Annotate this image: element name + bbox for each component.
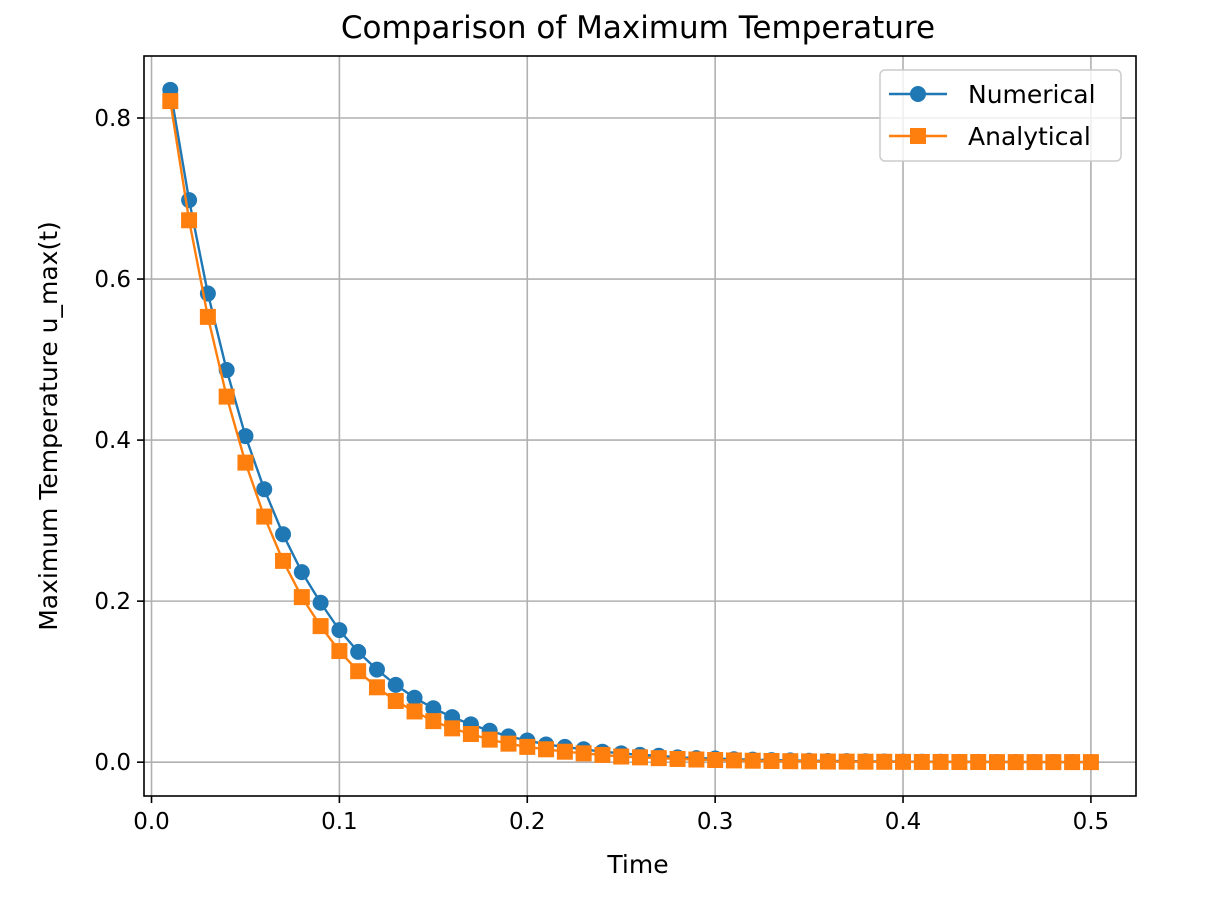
data-point-analytical xyxy=(970,754,987,771)
data-point-numerical xyxy=(181,192,198,209)
data-point-numerical xyxy=(387,676,404,693)
data-point-analytical xyxy=(256,508,273,525)
series-analytical xyxy=(162,93,1099,771)
data-point-numerical xyxy=(368,661,385,678)
chart-title: Comparison of Maximum Temperature xyxy=(341,10,935,46)
legend-entry-analytical: Analytical xyxy=(889,122,1091,151)
data-point-analytical xyxy=(895,753,912,770)
data-point-analytical xyxy=(1064,754,1081,771)
data-point-analytical xyxy=(556,743,573,760)
data-point-analytical xyxy=(481,731,498,748)
data-point-analytical xyxy=(744,752,761,769)
axis-ticks: 0.0 0.1 0.2 0.3 0.4 0.5 0.0 0.2 0.4 0.6 0.8 xyxy=(94,106,1109,835)
data-point-numerical xyxy=(237,428,254,445)
data-point-analytical xyxy=(444,720,461,737)
legend-marker xyxy=(910,86,926,102)
x-tick-label: 0.2 xyxy=(509,809,546,835)
data-point-analytical xyxy=(988,754,1005,771)
data-point-analytical xyxy=(162,93,179,110)
data-point-analytical xyxy=(519,738,536,755)
data-point-analytical xyxy=(801,753,818,770)
data-point-analytical xyxy=(1026,754,1043,771)
x-tick-label: 0.0 xyxy=(133,809,170,835)
y-axis-label: Maximum Temperature u_max(t) xyxy=(34,221,63,631)
legend-entry-numerical: Numerical xyxy=(889,80,1096,109)
data-point-analytical xyxy=(181,212,198,229)
data-point-analytical xyxy=(275,552,292,569)
data-point-analytical xyxy=(293,589,310,606)
data-point-analytical xyxy=(688,751,705,768)
x-axis-label: Time xyxy=(606,850,668,879)
data-point-analytical xyxy=(594,746,611,763)
data-point-analytical xyxy=(913,753,930,770)
legend-box xyxy=(879,69,1122,162)
data-point-analytical xyxy=(387,692,404,709)
data-point-analytical xyxy=(707,752,724,769)
x-tick-label: 0.3 xyxy=(697,809,734,835)
data-point-analytical xyxy=(876,753,893,770)
data-point-analytical xyxy=(1045,754,1062,771)
data-point-analytical xyxy=(218,388,235,405)
data-point-numerical xyxy=(256,481,273,498)
x-tick-label: 0.5 xyxy=(1073,809,1110,835)
data-point-analytical xyxy=(368,679,385,696)
data-point-analytical xyxy=(932,753,949,770)
y-tick-label: 0.8 xyxy=(94,106,131,132)
data-point-analytical xyxy=(1082,754,1099,771)
x-tick-label: 0.1 xyxy=(321,809,358,835)
legend-label: Numerical xyxy=(968,80,1096,109)
x-tick-label: 0.4 xyxy=(885,809,922,835)
data-point-numerical xyxy=(293,564,310,581)
data-point-numerical xyxy=(275,526,292,543)
data-point-analytical xyxy=(331,643,348,660)
data-point-analytical xyxy=(425,713,442,730)
data-point-analytical xyxy=(500,735,517,752)
y-tick-label: 0.4 xyxy=(94,428,131,454)
data-point-analytical xyxy=(819,753,836,770)
data-point-numerical xyxy=(312,594,329,611)
data-point-analytical xyxy=(350,663,367,680)
data-point-analytical xyxy=(575,745,592,762)
data-point-analytical xyxy=(632,749,648,766)
data-point-analytical xyxy=(1007,754,1024,771)
y-tick-label: 0.0 xyxy=(94,750,131,776)
data-point-analytical xyxy=(462,725,479,742)
data-point-numerical xyxy=(350,643,367,660)
data-point-analytical xyxy=(650,750,667,767)
legend-marker xyxy=(910,128,926,144)
data-point-analytical xyxy=(782,753,799,770)
data-point-analytical xyxy=(951,754,968,771)
y-tick-label: 0.2 xyxy=(94,589,131,615)
series-layer xyxy=(162,81,1099,771)
data-point-analytical xyxy=(237,454,254,471)
data-point-numerical xyxy=(331,622,348,639)
data-point-analytical xyxy=(669,750,686,767)
data-point-analytical xyxy=(838,753,855,770)
legend-label: Analytical xyxy=(968,122,1091,151)
data-point-analytical xyxy=(857,753,874,770)
plot-frame xyxy=(143,55,1137,797)
data-point-numerical xyxy=(218,362,235,379)
data-point-analytical xyxy=(725,752,742,769)
data-point-analytical xyxy=(199,308,216,325)
y-tick-label: 0.6 xyxy=(94,267,131,293)
data-point-analytical xyxy=(312,618,329,635)
legend: Numerical Analytical xyxy=(879,69,1122,162)
data-point-analytical xyxy=(763,752,780,769)
data-point-analytical xyxy=(613,748,630,765)
data-point-analytical xyxy=(538,741,555,758)
data-point-numerical xyxy=(406,689,423,706)
data-point-numerical xyxy=(425,700,442,717)
data-point-analytical xyxy=(406,703,423,720)
